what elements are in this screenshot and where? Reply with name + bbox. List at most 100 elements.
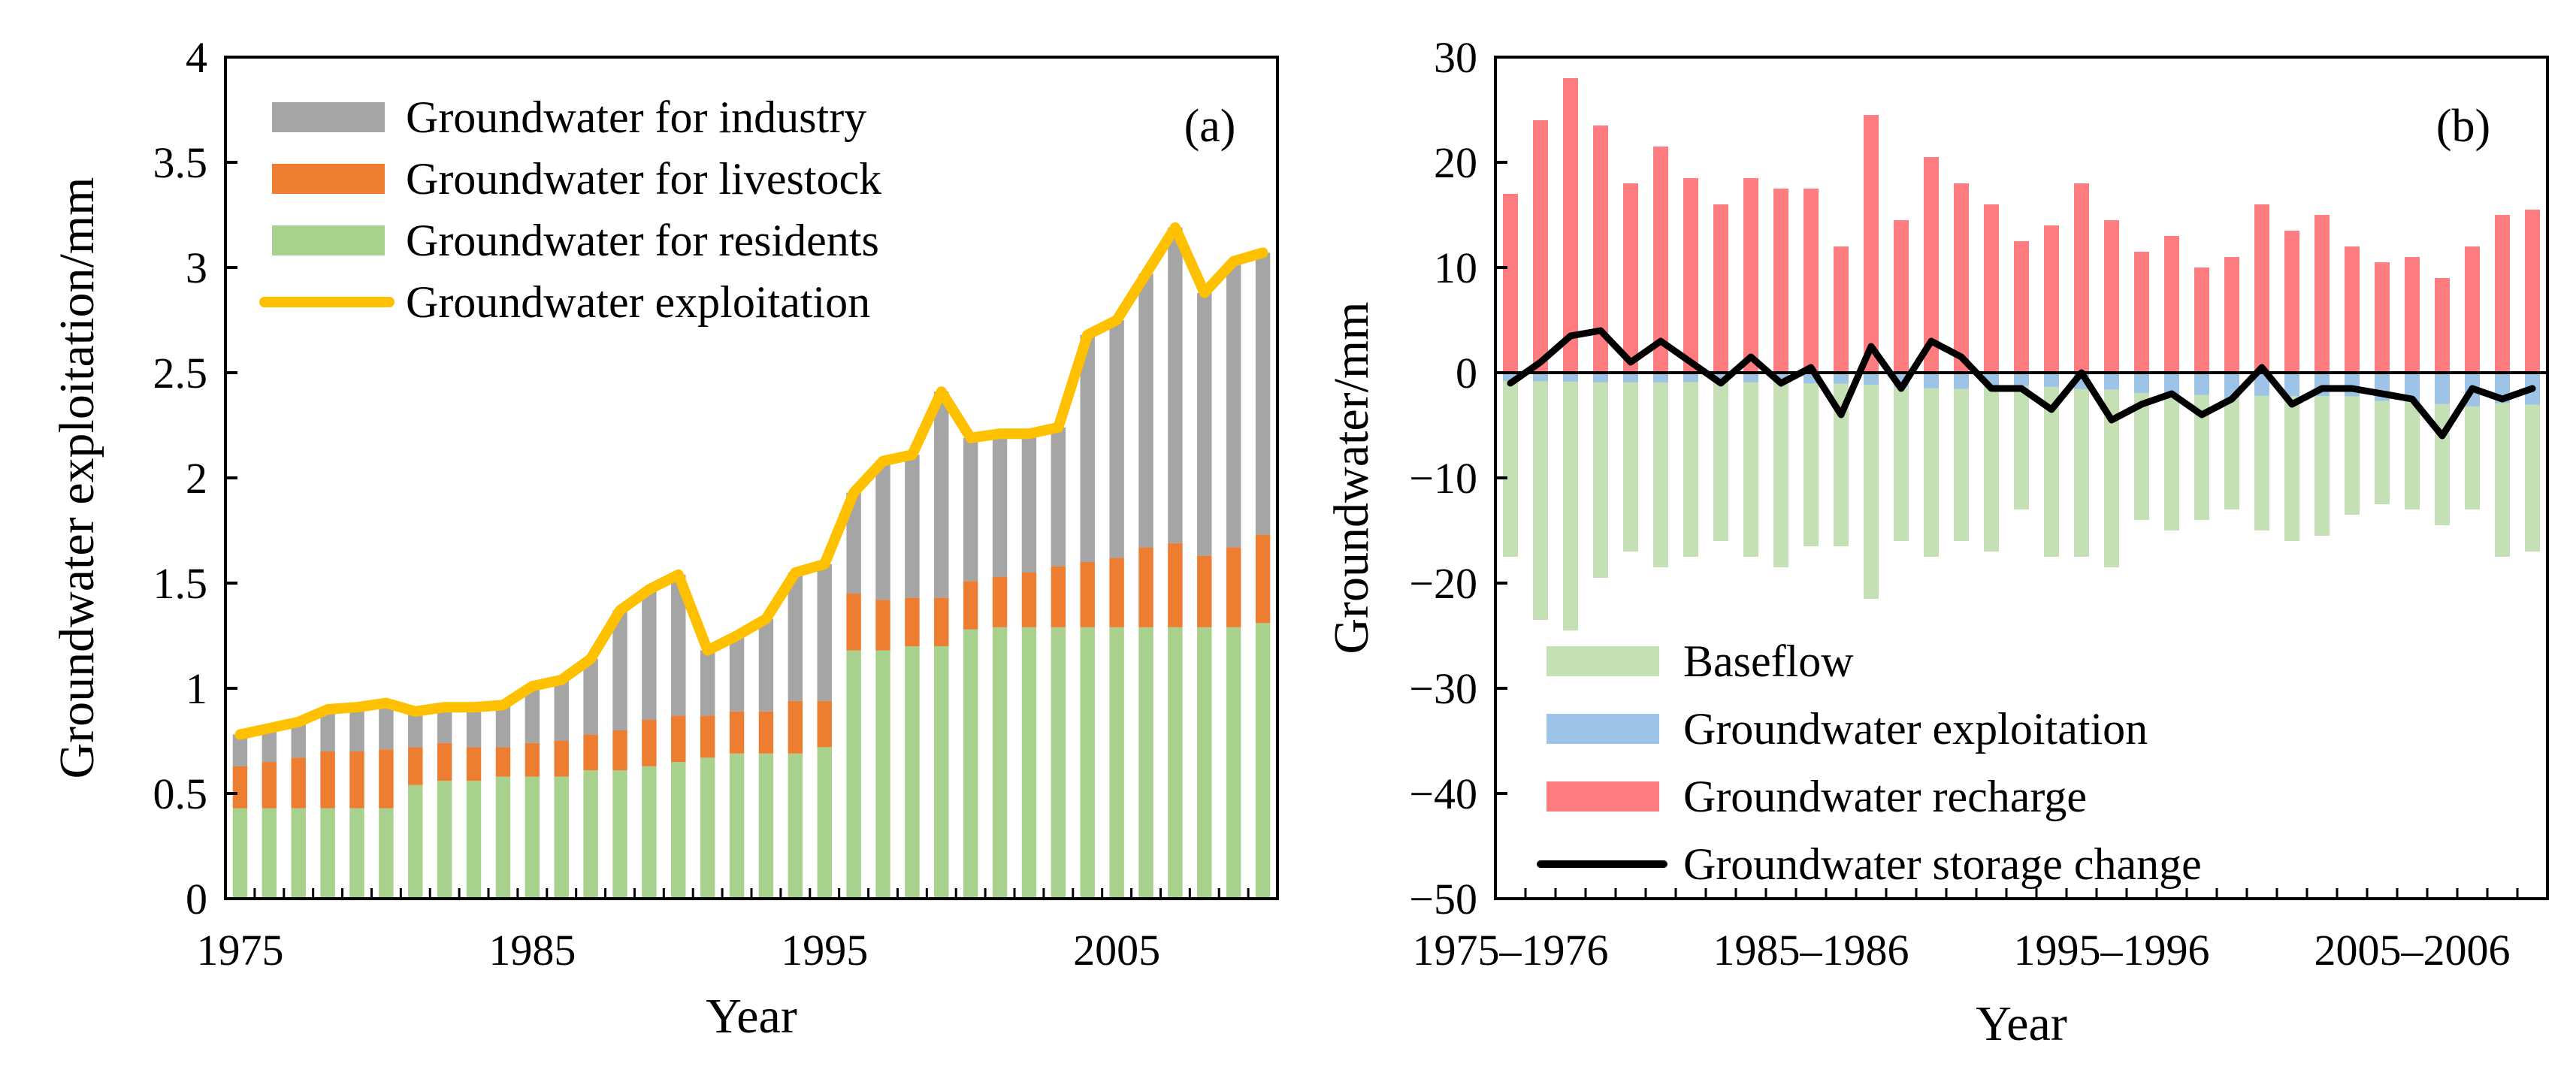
bar-groundwater-recharge-29 [2375,262,2390,373]
bar-groundwater-for-livestock-2010 [1255,534,1271,624]
bar-baseflow-3 [1593,373,1608,578]
bar-groundwater-for-livestock-2009 [1226,547,1241,627]
bar-groundwater-for-residents-2004 [1080,627,1095,899]
bar-groundwater-for-residents-1976 [262,808,277,899]
bar-groundwater-exploitation-22 [2164,373,2179,395]
panel-a-bars [232,227,1271,899]
bar-groundwater-for-industry-1981 [408,711,423,748]
bar-groundwater-for-livestock-2005 [1109,558,1124,627]
bar-groundwater-for-industry-2004 [1080,334,1095,562]
bar-groundwater-recharge-4 [1623,183,1638,373]
bar-groundwater-for-livestock-1979 [349,751,364,809]
bar-groundwater-for-livestock-1998 [905,597,920,646]
bar-groundwater-for-residents-2005 [1109,627,1124,899]
legend-swatch-groundwater-for-industry [272,102,385,132]
bar-groundwater-for-residents-1998 [905,646,920,899]
bar-groundwater-recharge-2 [1563,78,1578,373]
y-tick-label: 0 [1456,349,1477,397]
bar-groundwater-for-industry-2009 [1226,261,1241,548]
bar-groundwater-exploitation-23 [2194,373,2209,395]
bar-baseflow-22 [2164,373,2179,530]
bar-groundwater-for-industry-1999 [934,391,949,598]
bar-groundwater-for-industry-1997 [875,461,890,600]
bar-groundwater-for-industry-2010 [1255,252,1271,535]
legend-label-groundwater-recharge: Groundwater recharge [1683,772,2087,821]
legend-label-groundwater-exploitation: Groundwater exploitation [1683,704,2148,754]
bar-groundwater-for-residents-2000 [963,629,978,899]
bar-groundwater-for-residents-2002 [1021,627,1037,899]
y-tick-label: 4 [186,33,207,82]
bar-baseflow-18 [2044,373,2059,557]
panel-b-label: (b) [2436,101,2490,152]
bar-groundwater-for-industry-1985 [525,686,540,743]
bar-groundwater-for-residents-2010 [1255,623,1271,899]
legend-label-groundwater-for-industry: Groundwater for industry [406,92,866,142]
panel-a-y-axis-label: Groundwater exploitation/mm [50,177,104,779]
bar-groundwater-recharge-24 [2224,257,2239,373]
y-tick-label: −40 [1409,769,1477,818]
bar-baseflow-25 [2254,373,2269,530]
bar-groundwater-for-industry-1996 [846,492,861,594]
bar-groundwater-recharge-12 [1864,115,1879,373]
bar-groundwater-recharge-1 [1533,120,1548,373]
bar-groundwater-for-residents-1975 [232,808,248,899]
bar-groundwater-for-residents-2006 [1138,627,1153,899]
bar-groundwater-for-industry-1980 [379,703,394,750]
bar-groundwater-for-livestock-1995 [817,700,832,748]
bar-groundwater-for-livestock-1996 [846,594,861,651]
bar-groundwater-for-livestock-1989 [642,720,657,766]
bar-groundwater-exploitation-20 [2104,373,2119,390]
bar-groundwater-for-industry-1991 [700,650,715,716]
legend-label-groundwater-for-livestock: Groundwater for livestock [406,154,881,204]
bar-groundwater-for-livestock-2007 [1168,543,1183,627]
bar-groundwater-recharge-32 [2465,246,2480,373]
panel-b-lines [1507,327,2536,440]
bar-groundwater-for-livestock-1977 [291,757,306,809]
bar-baseflow-0 [1503,373,1518,557]
y-tick-label: 0 [186,875,207,923]
bar-baseflow-31 [2435,373,2450,525]
bar-groundwater-exploitation-11 [1834,373,1849,384]
x-tick-label: 1995–1996 [2014,926,2210,975]
bar-groundwater-recharge-13 [1894,220,1909,373]
bar-groundwater-for-industry-2005 [1109,320,1124,558]
legend-swatch-groundwater-recharge [1547,781,1659,812]
bar-groundwater-recharge-8 [1743,178,1758,373]
bar-groundwater-for-livestock-1992 [729,711,745,754]
bar-baseflow-21 [2134,373,2149,520]
bar-groundwater-exploitation-5 [1653,373,1668,383]
bar-groundwater-recharge-6 [1683,178,1698,373]
bar-groundwater-for-residents-1980 [379,808,394,899]
bar-groundwater-for-livestock-1975 [232,766,248,809]
bar-groundwater-for-industry-1990 [671,574,686,716]
bar-groundwater-exploitation-3 [1593,373,1608,382]
bar-baseflow-19 [2074,373,2089,557]
bar-groundwater-recharge-20 [2104,220,2119,373]
bar-groundwater-for-livestock-1982 [437,742,452,781]
bar-groundwater-for-industry-2002 [1021,434,1037,573]
legend-label-baseflow: Baseflow [1683,636,1854,686]
x-tick-label: 1975 [196,926,283,975]
bar-baseflow-4 [1623,373,1638,552]
bar-groundwater-for-residents-2001 [992,627,1008,899]
bar-baseflow-20 [2104,373,2119,567]
bar-groundwater-for-industry-1995 [817,564,832,701]
bar-baseflow-8 [1743,373,1758,557]
bar-groundwater-recharge-34 [2525,210,2540,373]
bar-baseflow-12 [1864,373,1879,599]
bar-groundwater-exploitation-21 [2134,373,2149,394]
bar-baseflow-15 [1954,373,1969,541]
bar-groundwater-for-residents-1989 [642,766,657,899]
bar-groundwater-exploitation-4 [1623,373,1638,382]
bar-baseflow-10 [1804,373,1819,546]
bar-groundwater-for-industry-1978 [320,709,335,751]
bar-groundwater-for-residents-1987 [583,770,598,899]
bar-groundwater-for-livestock-1987 [583,734,598,771]
bar-groundwater-recharge-21 [2134,252,2149,373]
bar-groundwater-for-industry-1979 [349,707,364,751]
panel-b-legend: Baseflow Groundwater exploitation Groundwa… [1537,636,2202,889]
bar-baseflow-5 [1653,373,1668,567]
bar-groundwater-recharge-27 [2314,215,2330,373]
bar-groundwater-recharge-0 [1503,194,1518,373]
